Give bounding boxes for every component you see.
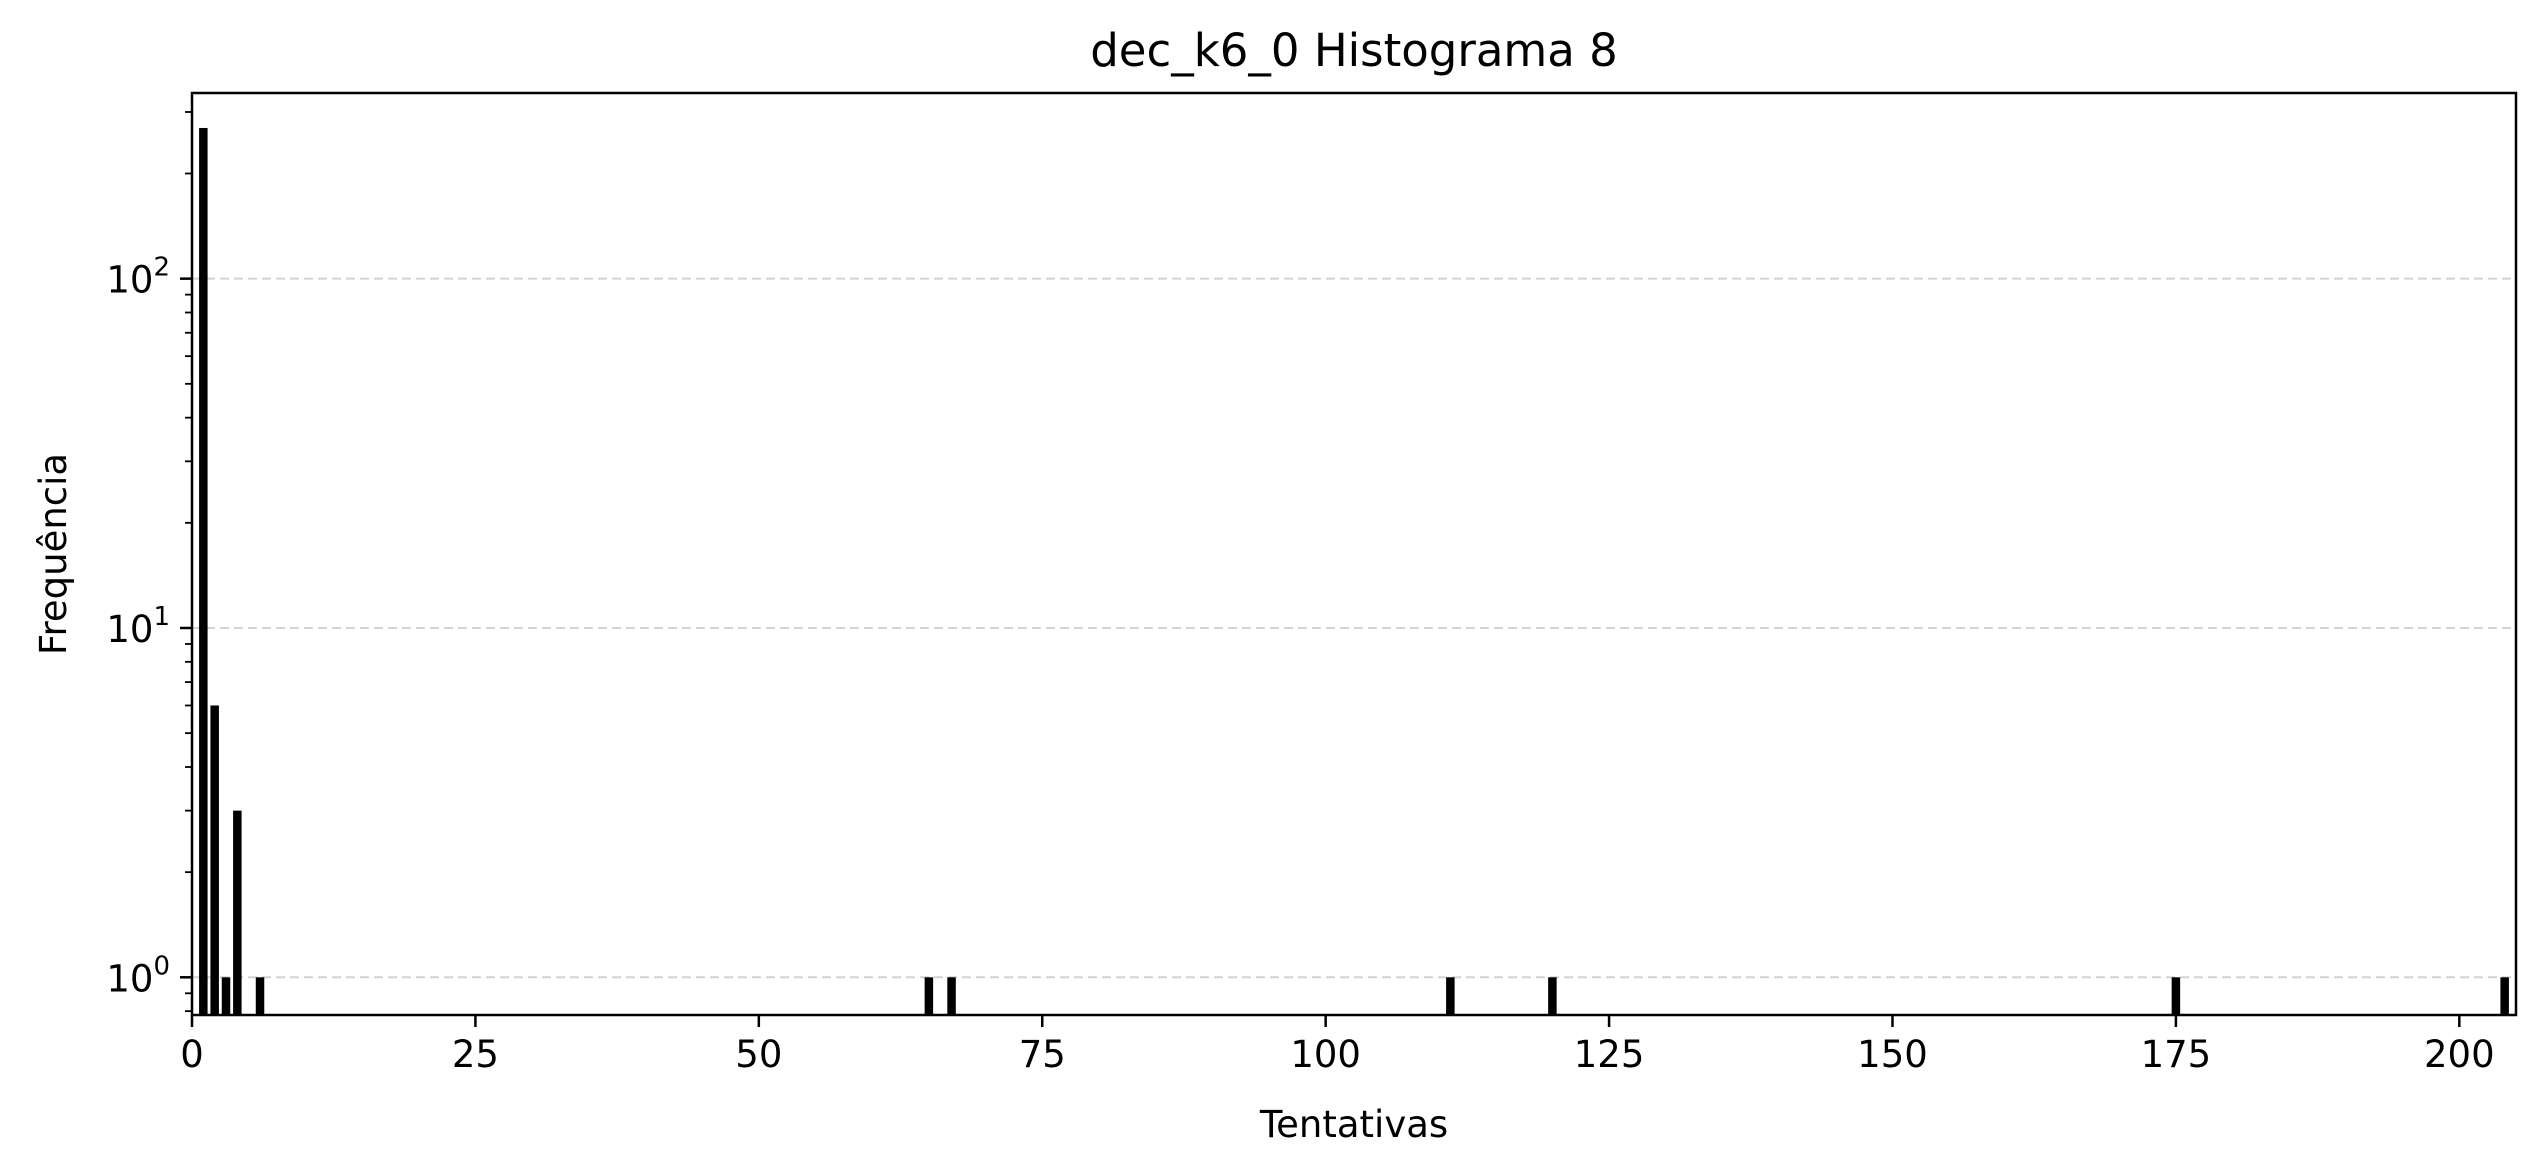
y-tick-label: 102	[106, 253, 170, 302]
plot-area-frame	[190, 91, 2518, 1017]
y-tick-label: 100	[106, 951, 170, 1000]
x-tick-label: 125	[1574, 1033, 1645, 1076]
x-tick-label: 75	[1019, 1033, 1066, 1076]
x-tick-label: 200	[2424, 1033, 2495, 1076]
x-tick-label: 0	[180, 1033, 204, 1076]
x-tick-label: 50	[735, 1033, 782, 1076]
histogram-bar	[221, 977, 231, 1015]
x-tick-label: 150	[1857, 1033, 1928, 1076]
histogram-bar	[255, 977, 265, 1015]
histogram-bar	[2500, 977, 2509, 1015]
y-axis-ticks: 100 101 102	[106, 253, 192, 1000]
x-axis-label: Tentativas	[1259, 1103, 1448, 1146]
bars	[199, 127, 2509, 1016]
histogram-bar	[210, 705, 219, 1015]
histogram-bar	[233, 810, 242, 1015]
x-axis-ticks: 0 25 50 75 100 125 150 175 200	[180, 1015, 2495, 1076]
y-axis-label: Frequência	[32, 453, 75, 655]
x-tick-label: 100	[1290, 1033, 1361, 1076]
y-tick-label: 101	[106, 602, 170, 651]
x-tick-label: 25	[452, 1033, 499, 1076]
chart-title: dec_k6_0 Histograma 8	[1090, 24, 1618, 77]
grid-lines	[192, 277, 2516, 979]
x-tick-label: 175	[2141, 1033, 2212, 1076]
histogram-bar	[2171, 977, 2181, 1015]
histogram-bar	[924, 977, 934, 1015]
histogram-bar	[199, 127, 208, 1016]
histogram-bar	[947, 977, 956, 1015]
histogram-bar	[1548, 977, 1557, 1015]
histogram-bar	[1446, 977, 1455, 1015]
